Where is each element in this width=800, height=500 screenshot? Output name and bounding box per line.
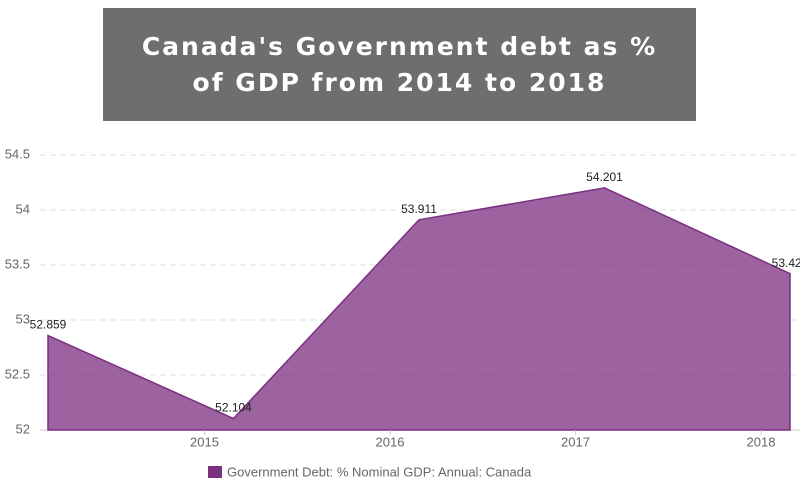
x-tick-label: 2015	[190, 434, 219, 449]
y-tick-label: 52	[16, 421, 30, 436]
y-tick-label: 52.5	[5, 366, 30, 381]
value-label: 54.201	[586, 170, 623, 184]
area	[47, 187, 791, 431]
x-tick-label: 2018	[747, 434, 776, 449]
y-tick-label: 54	[16, 201, 30, 216]
y-tick-label: 53.5	[5, 256, 30, 271]
value-label: 53.422	[772, 256, 800, 270]
y-tick-label: 54.5	[5, 146, 30, 161]
value-label: 52.104	[215, 401, 252, 415]
x-tick-label: 2017	[561, 434, 590, 449]
y-tick-label: 53	[16, 311, 30, 326]
legend-label: Government Debt: % Nominal GDP: Annual: …	[227, 464, 532, 479]
title-box: Canada's Government debt as % of GDP fro…	[103, 8, 696, 121]
chart-title: Canada's Government debt as % of GDP fro…	[141, 31, 658, 97]
legend-swatch	[208, 466, 222, 478]
value-label: 53.911	[401, 202, 437, 216]
x-tick-label: 2016	[376, 434, 405, 449]
value-label: 52.859	[30, 318, 67, 332]
